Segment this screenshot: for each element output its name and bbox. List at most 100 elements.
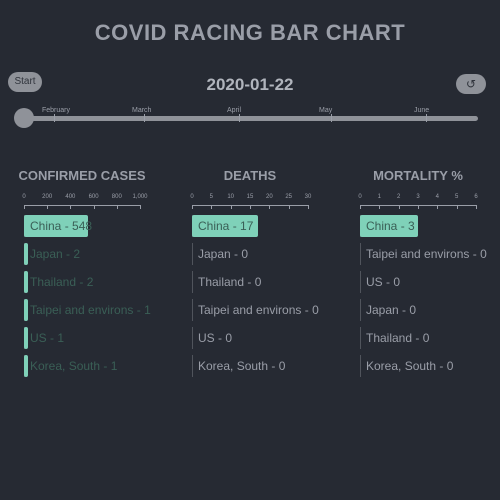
bar-label: Japan - 0 xyxy=(198,247,249,261)
month-tick xyxy=(239,114,240,122)
confirmed-cases-panel: CONFIRMED CASES 0 200 400 600 800 1,000 China… xyxy=(18,168,189,383)
bar-label: China - 17 xyxy=(198,219,254,233)
tick-label: 1,000 xyxy=(132,194,148,200)
axis-tick xyxy=(230,205,232,209)
bar-baseline xyxy=(360,327,361,349)
axis-tick xyxy=(456,205,458,209)
axis-tick xyxy=(140,205,141,209)
bar xyxy=(24,327,28,349)
month-label: April xyxy=(227,107,242,114)
tick-label: 0 xyxy=(22,194,26,200)
bar-row: China - 17 xyxy=(192,215,357,243)
bar-label: US - 1 xyxy=(30,331,65,345)
bar-baseline xyxy=(192,243,193,265)
axis-tick xyxy=(418,205,419,209)
axis-line xyxy=(24,205,140,206)
current-date: 2020-01-22 xyxy=(206,75,294,94)
bar xyxy=(24,299,28,321)
tick-label: 30 xyxy=(304,194,312,200)
tick-label: 600 xyxy=(88,194,99,200)
reset-button[interactable]: ↺ xyxy=(456,74,486,94)
tick-label: 1 xyxy=(377,194,381,200)
bar-row: US - 0 xyxy=(360,271,500,299)
bar-row: Korea, South - 0 xyxy=(192,355,357,383)
bar-row: Thailand - 0 xyxy=(192,271,357,299)
bar-row: Thailand - 0 xyxy=(360,327,500,355)
tick-label: 20 xyxy=(265,194,273,200)
tick-label: 6 xyxy=(474,194,478,200)
bar-row: Japan - 2 xyxy=(24,243,189,271)
bar-label: US - 0 xyxy=(366,275,401,289)
bar-baseline xyxy=(360,299,361,321)
month-label: May xyxy=(319,107,333,114)
start-button[interactable]: Start xyxy=(8,72,42,92)
axis-tick xyxy=(70,205,72,209)
bar xyxy=(24,355,28,377)
bar-label: Korea, South - 0 xyxy=(198,359,286,373)
month-tick xyxy=(54,114,55,122)
axis-tick xyxy=(24,205,25,209)
bar xyxy=(24,271,28,293)
deaths-panel: DEATHS 0 5 10 15 20 25 30 China - 17 Japan - 0 T… xyxy=(190,168,357,383)
mortality-bars: China - 3 Taipei and environs - 0 US - 0 Ja… xyxy=(360,215,500,383)
bar-row: Korea, South - 1 xyxy=(24,355,189,383)
bar-label: China - 3 xyxy=(366,219,415,233)
axis-tick xyxy=(192,205,193,209)
refresh-icon: ↺ xyxy=(465,77,477,91)
month-label: June xyxy=(414,107,430,114)
bar-baseline xyxy=(192,271,193,293)
confirmed-cases-title: CONFIRMED CASES xyxy=(18,168,146,183)
tick-label: 10 xyxy=(227,194,234,200)
slider-track[interactable] xyxy=(18,116,478,121)
bar-row: China - 548 xyxy=(24,215,189,243)
deaths-axis: 0 5 10 15 20 25 30 xyxy=(190,193,357,213)
bar-row: Thailand - 2 xyxy=(24,271,189,299)
bar-label: Thailand - 2 xyxy=(30,275,94,289)
bar-label: Thailand - 0 xyxy=(198,275,262,289)
bar-row: Taipei and environs - 0 xyxy=(192,299,357,327)
axis-tick xyxy=(437,205,439,209)
tick-label: 4 xyxy=(435,194,439,200)
bar-baseline xyxy=(360,243,361,265)
axis-tick xyxy=(360,205,361,209)
bar-row: US - 1 xyxy=(24,327,189,355)
bar-row: Japan - 0 xyxy=(192,243,357,271)
confirmed-cases-axis: 0 200 400 600 800 1,000 xyxy=(22,193,189,213)
tick-label: 200 xyxy=(42,194,53,200)
month-label: March xyxy=(132,107,152,114)
mortality-axis: 0 1 2 3 4 5 6 xyxy=(358,193,500,213)
slider-thumb[interactable] xyxy=(14,108,34,128)
bar-label: Thailand - 0 xyxy=(366,331,430,345)
bar xyxy=(192,215,258,237)
bar-label: Taipei and environs - 1 xyxy=(30,303,151,317)
bar-label: US - 0 xyxy=(198,331,233,345)
axis-tick xyxy=(308,205,309,209)
bar xyxy=(24,243,28,265)
month-tick xyxy=(144,114,145,122)
tick-label: 800 xyxy=(111,194,122,200)
axis-tick xyxy=(116,205,118,209)
deaths-bars: China - 17 Japan - 0 Thailand - 0 Taipei an… xyxy=(192,215,357,383)
axis-tick xyxy=(211,205,213,209)
axis-tick xyxy=(398,205,400,209)
month-tick xyxy=(331,114,332,122)
axis-tick xyxy=(288,205,290,209)
month-label: February xyxy=(42,107,71,114)
bar-label: Japan - 2 xyxy=(30,247,81,261)
deaths-title: DEATHS xyxy=(223,168,277,183)
bar-baseline xyxy=(192,299,193,321)
axis-tick xyxy=(476,205,477,209)
bar-row: Taipei and environs - 0 xyxy=(360,243,500,271)
bar-baseline xyxy=(192,355,193,377)
bar-label: Taipei and environs - 0 xyxy=(366,247,487,261)
bar-label: China - 548 xyxy=(30,219,93,233)
bar-baseline xyxy=(360,355,361,377)
confirmed-cases-bars: China - 548 Japan - 2 Thailand - 2 Taipei a… xyxy=(24,215,189,383)
month-tick xyxy=(426,114,427,122)
bar-label: Korea, South - 1 xyxy=(30,359,118,373)
tick-label: 5 xyxy=(209,194,213,200)
axis-tick xyxy=(47,205,49,209)
bar-label: Korea, South - 0 xyxy=(366,359,454,373)
tick-label: 15 xyxy=(246,194,254,200)
axis-tick xyxy=(269,205,271,209)
